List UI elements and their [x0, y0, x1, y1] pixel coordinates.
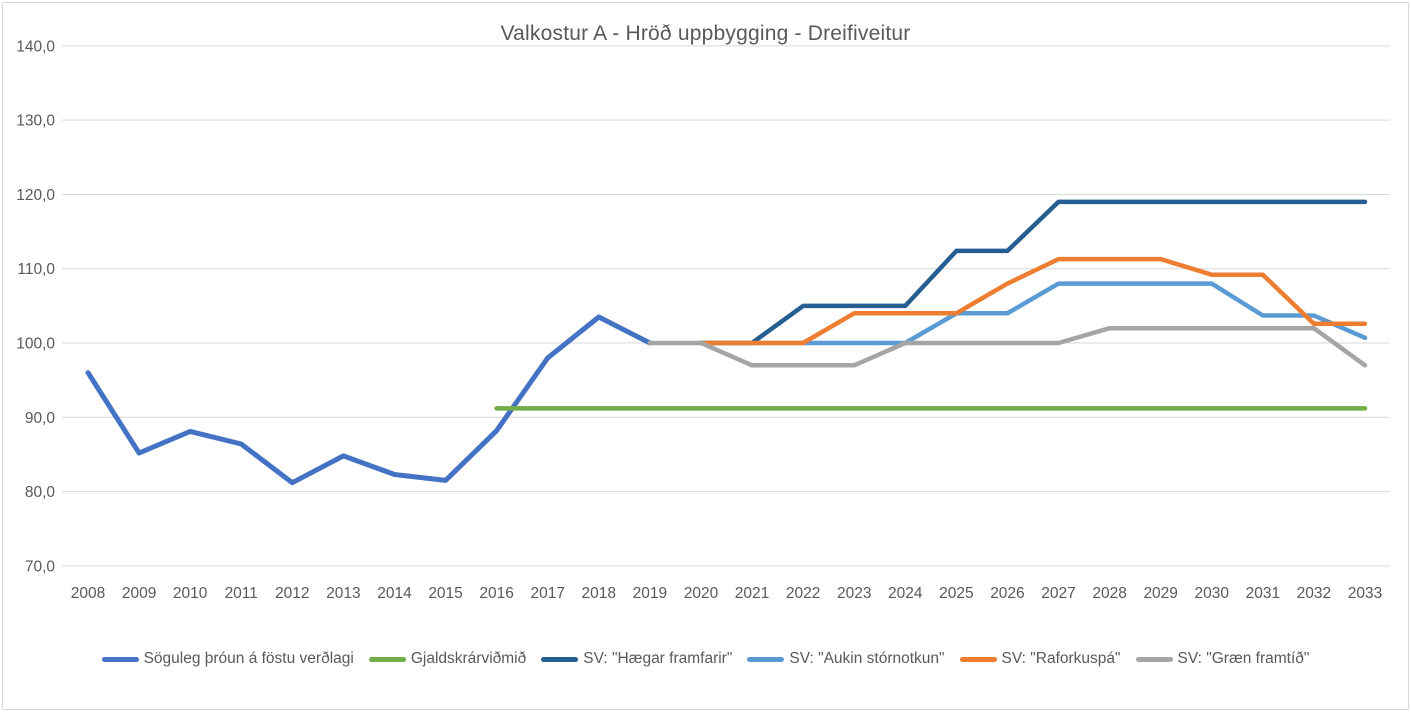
x-axis-label: 2021	[735, 585, 769, 602]
x-axis-label: 2017	[530, 585, 564, 602]
x-axis-label: 2015	[428, 585, 462, 602]
legend-item-1: Söguleg þróun á föstu verðlagi	[101, 650, 354, 668]
legend-item-2: Gjaldskrárviðmið	[368, 650, 527, 668]
series-line-4	[698, 281, 1368, 346]
y-axis-label: 130,0	[16, 113, 55, 130]
x-axis-label: 2012	[275, 585, 309, 602]
x-axis-label: 2028	[1092, 585, 1126, 602]
x-axis-label: 2029	[1143, 585, 1177, 602]
legend-line-swatch-icon	[368, 656, 406, 662]
series-line-1	[85, 314, 653, 486]
y-axis-label: 120,0	[16, 187, 55, 204]
legend-line-swatch-icon	[959, 656, 997, 662]
legend-label: SV: "Græn framtíð"	[1177, 650, 1310, 667]
legend-label: SV: "Aukin stórnotkun"	[789, 650, 945, 667]
x-axis-label: 2019	[633, 585, 667, 602]
legend-label: Söguleg þróun á föstu verðlagi	[143, 650, 354, 667]
series-line-6	[647, 325, 1368, 368]
x-axis-label: 2024	[888, 585, 923, 602]
legend: Söguleg þróun á föstu verðlagi Gjaldskrár…	[0, 650, 1411, 668]
plot-area: 70,0 80,0 90,0 100,0 110,0 120,0 130,0 140,0 200…	[16, 38, 1390, 602]
x-axis-label: 2030	[1195, 585, 1230, 602]
legend-line-swatch-icon	[1135, 656, 1173, 662]
x-axis-label: 2016	[479, 585, 513, 602]
legend-line-swatch-icon	[747, 656, 785, 662]
legend-label: SV: "Hægar framfarir"	[583, 650, 733, 667]
x-axis-label: 2011	[225, 585, 258, 602]
x-axis-label: 2027	[1041, 585, 1075, 602]
x-axis-label: 2018	[582, 585, 616, 602]
x-axis-label: 2009	[122, 585, 156, 602]
legend-item-6: SV: "Græn framtíð"	[1135, 650, 1310, 668]
y-axis-label: 90,0	[25, 410, 56, 427]
legend-label: Gjaldskrárviðmið	[410, 650, 527, 667]
x-axis-label: 2008	[71, 585, 105, 602]
series-line-3	[698, 199, 1368, 346]
x-axis-label: 2031	[1246, 585, 1280, 602]
legend-line-swatch-icon	[101, 656, 139, 662]
legend-item-5: SV: "Raforkuspá"	[959, 650, 1121, 668]
y-axis-label: 140,0	[16, 38, 55, 55]
legend-item-4: SV: "Aukin stórnotkun"	[747, 650, 945, 668]
x-axis-label: 2025	[939, 585, 973, 602]
y-axis-label: 80,0	[25, 484, 56, 501]
y-axis-label: 70,0	[25, 558, 56, 575]
x-axis-label: 2014	[377, 585, 412, 602]
x-axis-label: 2022	[786, 585, 820, 602]
legend-item-3: SV: "Hægar framfarir"	[541, 650, 732, 668]
x-axis-label: 2013	[326, 585, 360, 602]
x-axis-label: 2032	[1297, 585, 1331, 602]
legend-label: SV: "Raforkuspá"	[1001, 650, 1121, 667]
legend-line-swatch-icon	[541, 656, 579, 662]
x-axis-label: 2010	[173, 585, 208, 602]
x-axis-label: 2020	[684, 585, 719, 602]
series-line-5	[698, 256, 1368, 346]
chart-title: Valkostur A - Hröð uppbygging - Dreifive…	[500, 22, 911, 45]
y-axis-label: 100,0	[16, 336, 55, 353]
x-axis-label: 2026	[990, 585, 1024, 602]
x-axis-label: 2023	[837, 585, 871, 602]
x-axis-label: 2033	[1348, 585, 1382, 602]
y-axis-label: 110,0	[17, 261, 55, 278]
